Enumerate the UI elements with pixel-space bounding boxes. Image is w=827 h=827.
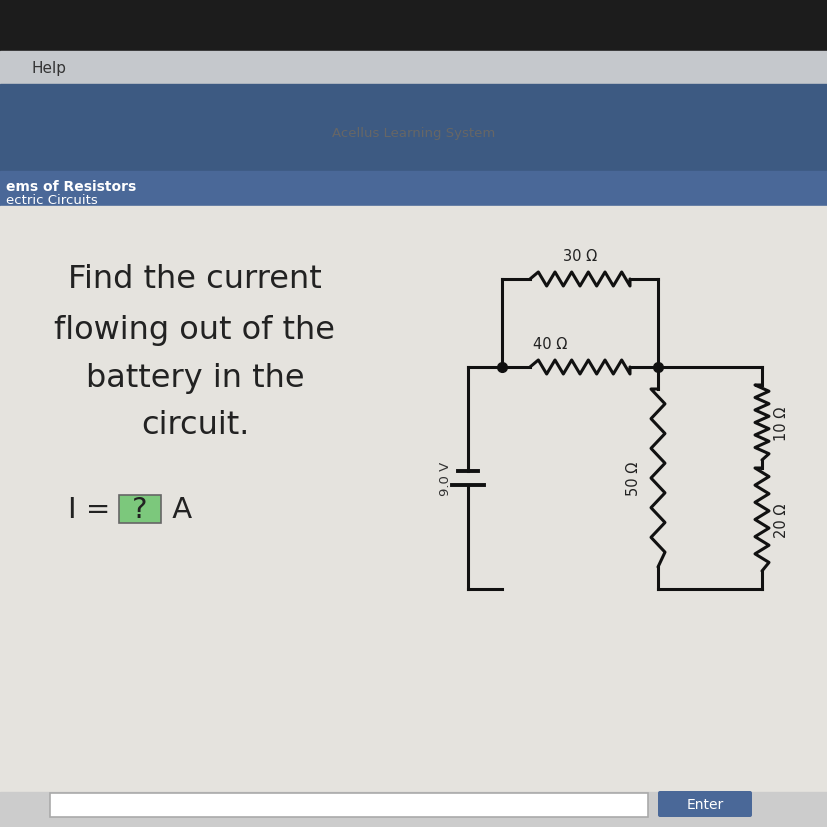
Text: ems of Resistors: ems of Resistors <box>6 179 136 194</box>
Bar <box>0 85 827 172</box>
Text: Help: Help <box>32 61 67 76</box>
FancyBboxPatch shape <box>657 791 751 817</box>
Text: ?: ? <box>132 495 147 523</box>
Bar <box>0 0 827 52</box>
Text: 20 Ω: 20 Ω <box>773 503 789 537</box>
Text: 10 Ω: 10 Ω <box>773 406 789 440</box>
Text: Find the current: Find the current <box>68 264 322 295</box>
Bar <box>0 792 827 827</box>
Text: Enter: Enter <box>686 797 723 811</box>
Bar <box>0 172 827 207</box>
Text: ectric Circuits: ectric Circuits <box>6 194 98 206</box>
Text: Acellus Learning System: Acellus Learning System <box>332 127 495 139</box>
Text: 9.0 V: 9.0 V <box>439 461 452 495</box>
Bar <box>0 52 827 85</box>
FancyBboxPatch shape <box>119 495 160 523</box>
Text: I =: I = <box>68 495 119 523</box>
Text: circuit.: circuit. <box>141 410 249 441</box>
Text: battery in the: battery in the <box>85 362 304 393</box>
Bar <box>0 207 827 792</box>
Text: 40 Ω: 40 Ω <box>533 337 566 351</box>
Text: 50 Ω: 50 Ω <box>626 461 641 495</box>
Bar <box>50 793 648 817</box>
Text: flowing out of the: flowing out of the <box>55 314 335 345</box>
Text: 30 Ω: 30 Ω <box>562 249 596 264</box>
Text: A: A <box>163 495 192 523</box>
